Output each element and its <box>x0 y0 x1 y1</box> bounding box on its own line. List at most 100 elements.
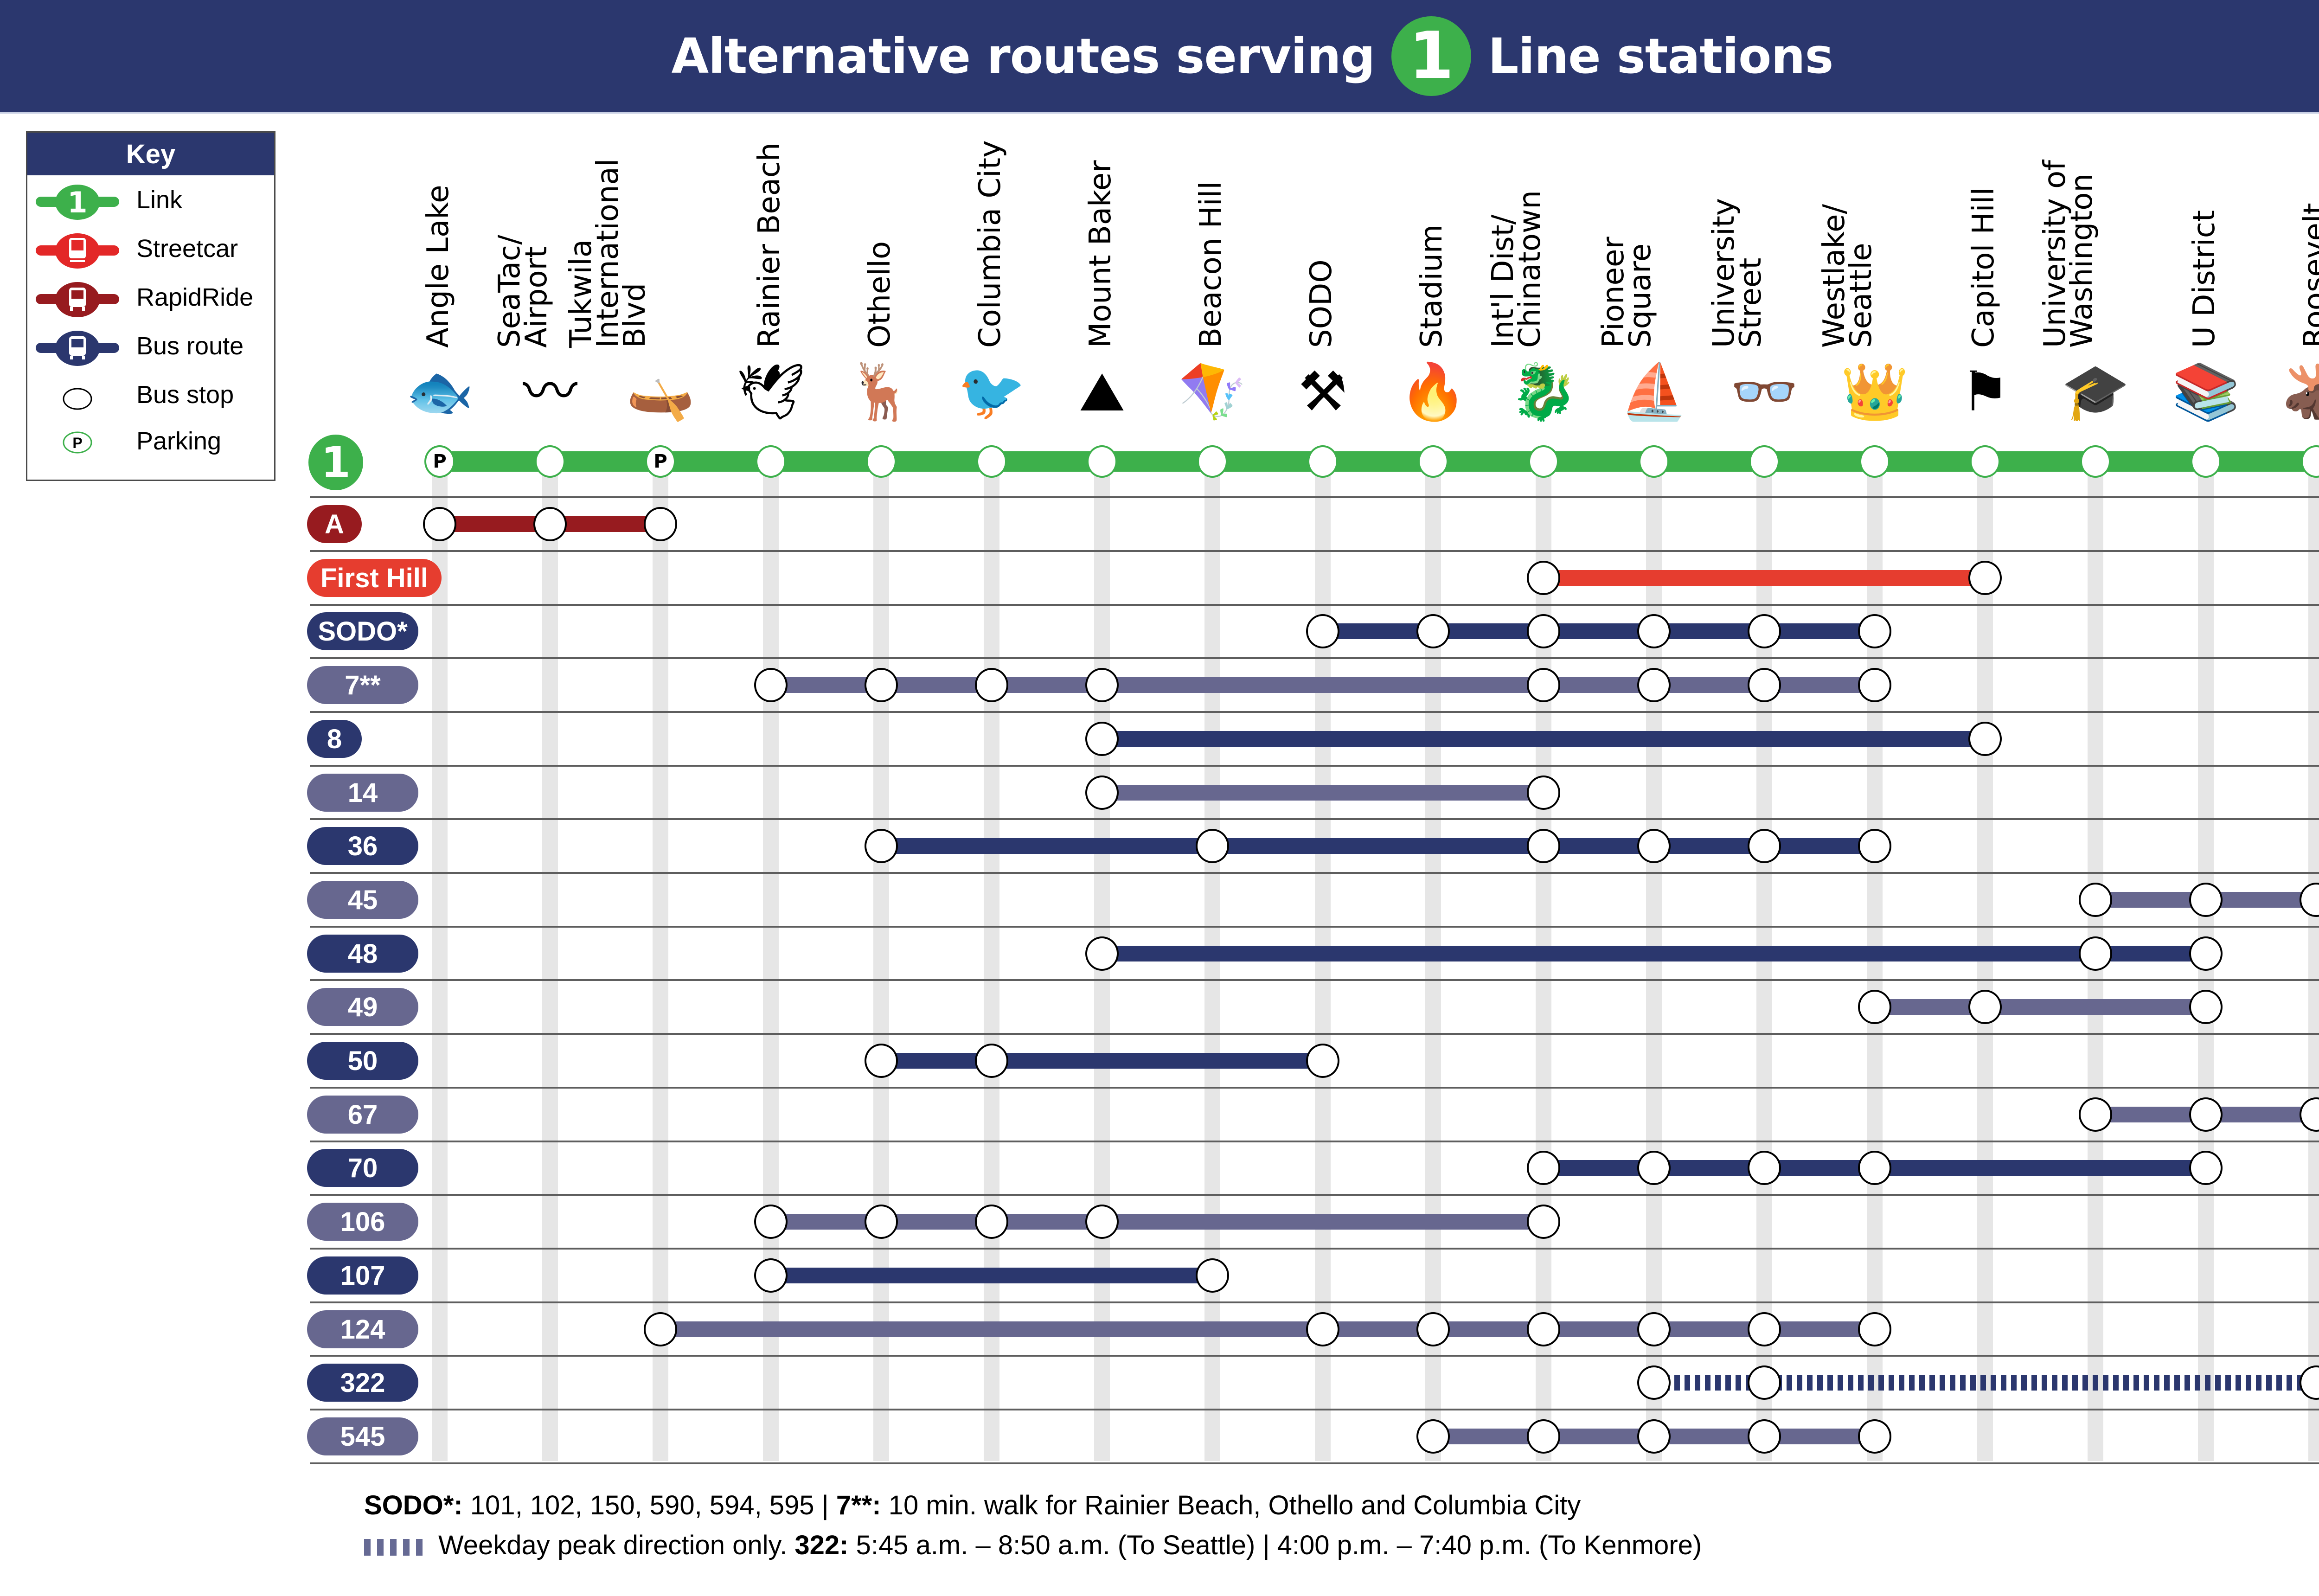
route-badge[interactable]: 8 <box>307 720 362 758</box>
link-station[interactable] <box>756 445 786 478</box>
bus-stop[interactable] <box>2189 1151 2223 1185</box>
link-station-parking[interactable]: P <box>645 445 676 478</box>
bus-stop[interactable] <box>1527 614 1560 648</box>
bus-stop[interactable] <box>975 1205 1008 1239</box>
bus-stop[interactable] <box>644 507 677 541</box>
bus-stop[interactable] <box>1416 1312 1450 1346</box>
route-badge[interactable]: 545 <box>307 1417 418 1455</box>
route-badge[interactable]: 14 <box>307 774 418 812</box>
link-station-parking[interactable]: P <box>424 445 455 478</box>
bus-stop[interactable] <box>1085 936 1119 971</box>
link-station[interactable] <box>1749 445 1780 478</box>
link-station[interactable] <box>1307 445 1338 478</box>
bus-stop[interactable] <box>1306 614 1339 648</box>
bus-stop[interactable] <box>1196 829 1229 863</box>
bus-stop[interactable] <box>1748 1365 1781 1400</box>
bus-stop[interactable] <box>1527 1419 1560 1454</box>
bus-stop[interactable] <box>1858 829 1891 863</box>
link-station[interactable] <box>976 445 1007 478</box>
link-station[interactable] <box>1528 445 1559 478</box>
bus-stop[interactable] <box>865 1205 898 1239</box>
bus-stop[interactable] <box>1858 990 1891 1024</box>
bus-stop[interactable] <box>2189 936 2223 971</box>
bus-stop[interactable] <box>1637 1365 1671 1400</box>
route-badge[interactable]: 36 <box>307 827 418 865</box>
route-badge[interactable]: 49 <box>307 988 418 1026</box>
bus-stop[interactable] <box>754 1205 788 1239</box>
link-station[interactable] <box>2080 445 2111 478</box>
bus-stop[interactable] <box>1085 1205 1119 1239</box>
bus-stop[interactable] <box>1306 1312 1339 1346</box>
route-badge[interactable]: 107 <box>307 1256 418 1295</box>
bus-stop[interactable] <box>1637 1151 1671 1185</box>
route-badge[interactable]: 106 <box>307 1203 418 1241</box>
bus-stop[interactable] <box>1748 829 1781 863</box>
bus-stop[interactable] <box>2079 883 2112 917</box>
bus-stop[interactable] <box>865 668 898 702</box>
bus-stop[interactable] <box>1968 990 2002 1024</box>
route-badge[interactable]: 322 <box>307 1364 418 1402</box>
route-badge[interactable]: 45 <box>307 881 418 919</box>
bus-stop[interactable] <box>754 668 788 702</box>
bus-stop[interactable] <box>1748 1419 1781 1454</box>
bus-stop[interactable] <box>1637 1419 1671 1454</box>
route-badge[interactable]: First Hill <box>307 559 442 597</box>
bus-stop[interactable] <box>975 668 1008 702</box>
link-station[interactable] <box>535 445 565 478</box>
bus-stop[interactable] <box>1416 1419 1450 1454</box>
bus-stop[interactable] <box>1748 668 1781 702</box>
bus-stop[interactable] <box>1858 1151 1891 1185</box>
bus-stop[interactable] <box>1527 1151 1560 1185</box>
route-badge[interactable]: A <box>307 505 362 543</box>
link-station[interactable] <box>1197 445 1228 478</box>
route-badge[interactable]: SODO* <box>307 612 418 650</box>
bus-stop[interactable] <box>1858 614 1891 648</box>
bus-stop[interactable] <box>2300 1365 2319 1400</box>
bus-stop[interactable] <box>1196 1258 1229 1293</box>
bus-stop[interactable] <box>1527 668 1560 702</box>
link-station[interactable] <box>1087 445 1117 478</box>
bus-stop[interactable] <box>754 1258 788 1293</box>
link-station[interactable] <box>1418 445 1448 478</box>
bus-stop[interactable] <box>1527 1312 1560 1346</box>
route-badge[interactable]: 67 <box>307 1096 418 1134</box>
route-badge[interactable]: 7** <box>307 666 418 704</box>
bus-stop[interactable] <box>1637 668 1671 702</box>
bus-stop[interactable] <box>2189 990 2223 1024</box>
bus-stop[interactable] <box>1968 722 2002 756</box>
link-station[interactable] <box>2301 445 2319 478</box>
bus-stop[interactable] <box>1748 1151 1781 1185</box>
route-badge[interactable]: 48 <box>307 935 418 973</box>
bus-stop[interactable] <box>1527 561 1560 595</box>
route-badge[interactable]: 124 <box>307 1310 418 1348</box>
bus-stop[interactable] <box>644 1312 677 1346</box>
link-station[interactable] <box>1639 445 1669 478</box>
bus-stop[interactable] <box>1085 776 1119 810</box>
bus-stop[interactable] <box>1527 776 1560 810</box>
route-badge[interactable]: 50 <box>307 1042 418 1080</box>
bus-stop[interactable] <box>2300 1097 2319 1132</box>
bus-stop[interactable] <box>1637 829 1671 863</box>
bus-stop[interactable] <box>1527 829 1560 863</box>
bus-stop[interactable] <box>865 1044 898 1078</box>
bus-stop[interactable] <box>2189 1097 2223 1132</box>
bus-stop[interactable] <box>2300 883 2319 917</box>
bus-stop[interactable] <box>865 829 898 863</box>
bus-stop[interactable] <box>1858 1419 1891 1454</box>
bus-stop[interactable] <box>1085 722 1119 756</box>
bus-stop[interactable] <box>2189 883 2223 917</box>
bus-stop[interactable] <box>1637 1312 1671 1346</box>
bus-stop[interactable] <box>1085 668 1119 702</box>
route-badge[interactable]: 70 <box>307 1149 418 1187</box>
bus-stop[interactable] <box>1306 1044 1339 1078</box>
bus-stop[interactable] <box>2079 1097 2112 1132</box>
bus-stop[interactable] <box>1748 614 1781 648</box>
bus-stop[interactable] <box>1637 614 1671 648</box>
link-station[interactable] <box>1970 445 2000 478</box>
bus-stop[interactable] <box>423 507 456 541</box>
bus-stop[interactable] <box>975 1044 1008 1078</box>
bus-stop[interactable] <box>533 507 567 541</box>
bus-stop[interactable] <box>1968 561 2002 595</box>
link-station[interactable] <box>866 445 897 478</box>
bus-stop[interactable] <box>1748 1312 1781 1346</box>
